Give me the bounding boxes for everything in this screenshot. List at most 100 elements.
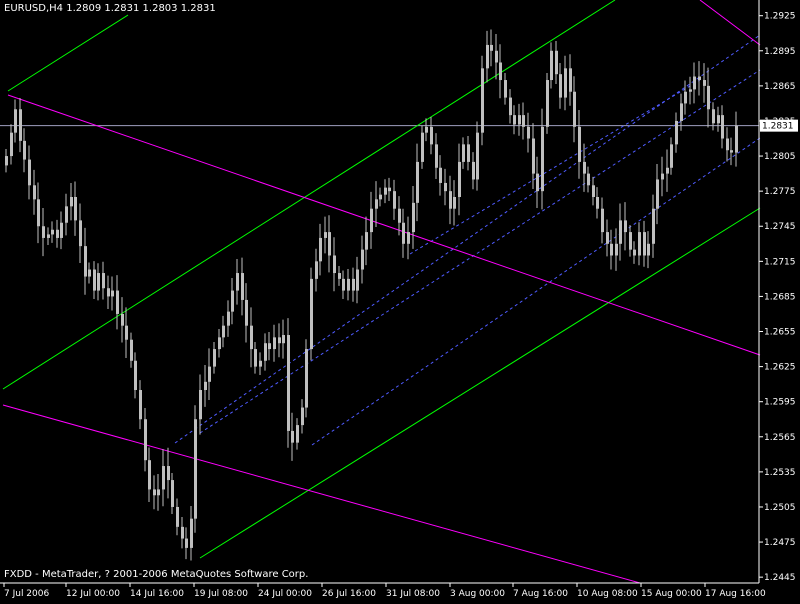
candle (707, 67, 710, 128)
candle (19, 98, 22, 153)
candle (213, 342, 216, 374)
candle (412, 186, 415, 249)
candle (689, 76, 692, 105)
candle (241, 257, 244, 316)
candle (647, 231, 650, 269)
candle (157, 473, 160, 511)
y-tick-label: 1.2865 (764, 82, 796, 92)
candle (342, 270, 345, 299)
candle (472, 152, 475, 190)
candle (569, 54, 572, 106)
candle (176, 498, 179, 536)
candle (564, 55, 567, 111)
candle (398, 196, 401, 236)
candle (606, 219, 609, 257)
candle (130, 332, 133, 368)
candle (546, 73, 549, 134)
candle (550, 42, 553, 89)
candle (291, 412, 294, 461)
candle (254, 342, 257, 374)
y-tick-label: 1.2895 (764, 47, 796, 57)
candle (56, 219, 59, 248)
candle (245, 283, 248, 343)
candle (703, 63, 706, 103)
candle (208, 348, 211, 401)
candle (352, 267, 355, 302)
candle (629, 225, 632, 257)
candle (481, 55, 484, 146)
inner-channel-4 (409, 79, 701, 255)
x-tick-label: 10 Aug 08:00 (577, 589, 638, 599)
candle (79, 203, 82, 263)
candle (499, 44, 502, 99)
candle (10, 124, 13, 165)
candle (384, 179, 387, 204)
candle (425, 118, 428, 142)
x-tick-label: 12 Jul 00:00 (66, 589, 120, 599)
y-tick-label: 1.2565 (764, 433, 796, 443)
candle (181, 517, 184, 549)
candle (693, 62, 696, 104)
candle (513, 105, 516, 135)
candle (402, 208, 405, 258)
y-tick-label: 1.2535 (764, 468, 796, 478)
candle (310, 267, 313, 361)
candle (264, 333, 267, 371)
y-tick-label: 1.2505 (764, 503, 796, 513)
candle (107, 275, 110, 310)
candle (532, 123, 535, 190)
candle (268, 331, 271, 361)
current-price-label: 1.2831 (762, 122, 794, 132)
candle (305, 339, 308, 418)
candle (333, 237, 336, 292)
candle (726, 127, 729, 162)
candle (361, 235, 364, 284)
candle (536, 156, 539, 208)
candle (490, 29, 493, 67)
channel-upper (2, 0, 616, 390)
candle (70, 182, 73, 221)
candle (435, 133, 438, 179)
candle (421, 125, 424, 169)
candle (278, 323, 281, 358)
candle (518, 103, 521, 136)
y-tick-label: 1.2805 (764, 152, 796, 162)
candle (37, 182, 40, 244)
candle (134, 352, 137, 399)
x-tick-label: 14 Jul 16:00 (130, 589, 184, 599)
candle (444, 168, 447, 206)
candle (592, 176, 595, 206)
candle (315, 248, 318, 292)
candle (167, 447, 170, 499)
candle (148, 447, 151, 503)
candle (51, 221, 54, 243)
candle (84, 227, 87, 295)
ohlc-values: 1.2809 1.2831 1.2803 1.2831 (66, 3, 216, 14)
candle (204, 364, 207, 407)
candle (250, 307, 253, 368)
candle (735, 111, 738, 167)
candle (190, 506, 193, 561)
candle (638, 222, 641, 266)
y-tick-label: 1.2475 (764, 538, 796, 548)
candle (462, 137, 465, 169)
candle (449, 175, 452, 225)
candle (28, 145, 31, 200)
candle (328, 215, 331, 273)
candle (287, 318, 290, 448)
inner-channel-3 (311, 137, 761, 446)
candle (222, 315, 225, 348)
candle (42, 207, 45, 257)
candle (587, 166, 590, 193)
candle (721, 105, 724, 149)
candle (467, 135, 470, 171)
candle (624, 202, 627, 251)
x-tick-label: 24 Jul 00:00 (258, 589, 312, 599)
candle (139, 380, 142, 430)
y-tick-label: 1.2745 (764, 222, 796, 232)
candle (185, 527, 188, 560)
candle (453, 180, 456, 226)
x-tick-label: 26 Jul 16:00 (322, 589, 376, 599)
